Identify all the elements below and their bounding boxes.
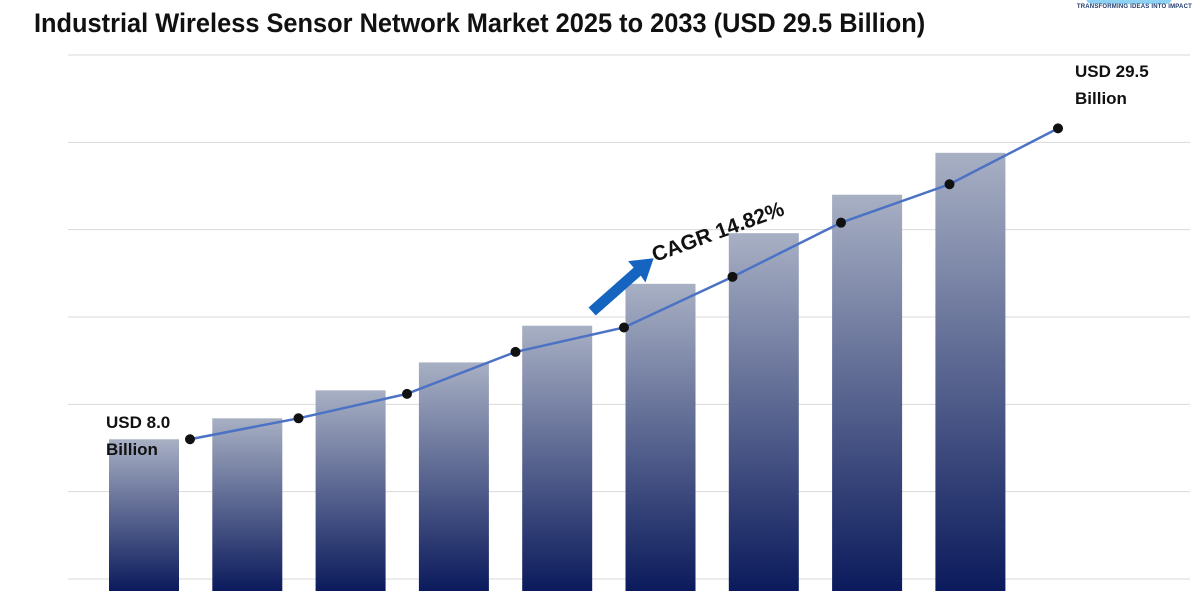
start-value-label-line2: Billion bbox=[106, 440, 158, 459]
bar-2027 bbox=[315, 390, 386, 591]
trend-point-2027 bbox=[402, 388, 412, 399]
logo-tagline: TRANSFORMING IDEAS INTO IMPACT bbox=[1076, 4, 1192, 10]
bar-2031 bbox=[728, 233, 799, 591]
trend-point-2026 bbox=[293, 413, 304, 424]
brand-logo: TRANSFORMING IDEAS INTO IMPACT bbox=[1064, 0, 1194, 16]
end-value-label-line1: USD 29.5 bbox=[1075, 62, 1149, 81]
cagr-arrow-icon bbox=[588, 258, 654, 316]
trend-point-2028 bbox=[510, 346, 521, 357]
trend-line-group bbox=[185, 123, 1063, 445]
trend-point-2031 bbox=[836, 217, 846, 228]
bars bbox=[109, 152, 1006, 591]
trend-point-2025 bbox=[185, 434, 195, 445]
bar-2028 bbox=[418, 362, 489, 591]
trend-point-2030 bbox=[727, 271, 738, 282]
chart-title: Industrial Wireless Sensor Network Marke… bbox=[34, 8, 926, 38]
bar-2029 bbox=[522, 325, 593, 591]
trend-point-2033 bbox=[1053, 123, 1063, 134]
trend-point-2029 bbox=[619, 322, 629, 333]
bar-2030 bbox=[625, 283, 696, 591]
logo-mark-icon bbox=[1086, 0, 1172, 4]
trend-point-2032 bbox=[944, 179, 955, 190]
start-value-label-line1: USD 8.0 bbox=[106, 413, 170, 432]
bar-2033 bbox=[935, 152, 1006, 591]
bar-2025 bbox=[109, 439, 179, 591]
bar-2026 bbox=[212, 418, 283, 591]
bar-2032 bbox=[832, 194, 903, 591]
end-value-label-line2: Billion bbox=[1075, 89, 1127, 108]
